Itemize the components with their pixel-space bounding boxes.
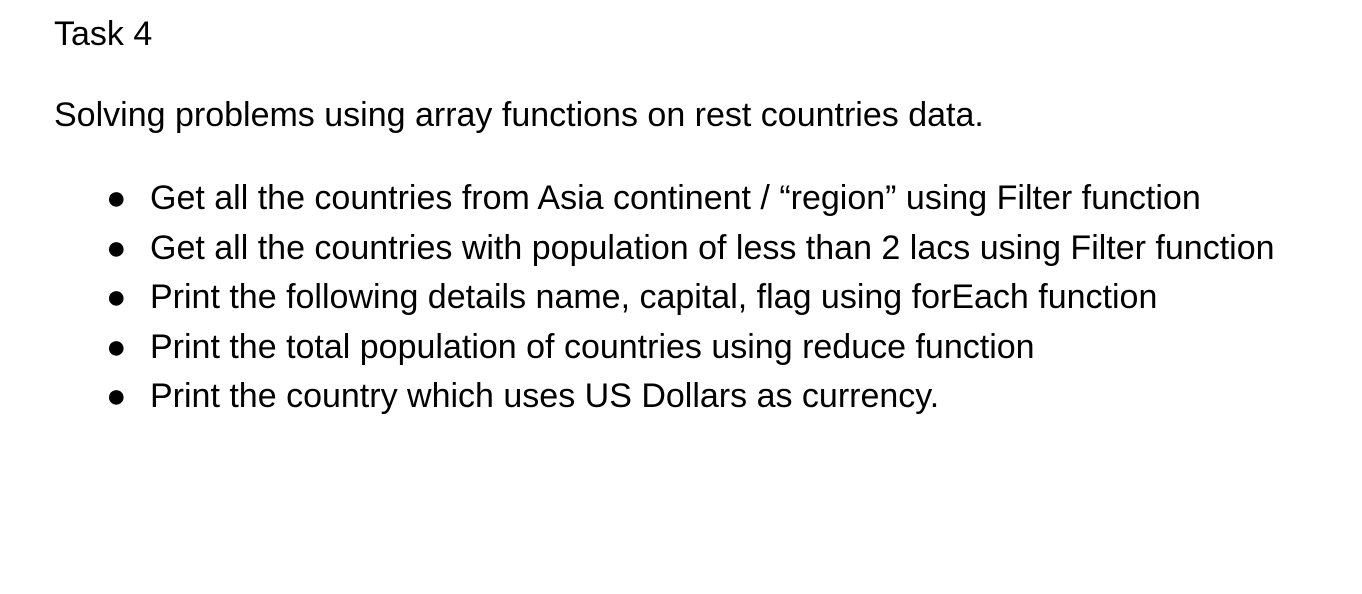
task-list: ● Get all the countries from Asia contin… xyxy=(54,174,1344,422)
list-item-text: Get all the countries with population of… xyxy=(150,228,1275,267)
bullet-icon: ● xyxy=(106,179,127,217)
list-item-text: Print the total population of countries … xyxy=(150,327,1035,366)
list-item-text: Print the following details name, capita… xyxy=(150,278,1158,316)
bullet-icon: ● xyxy=(106,327,127,366)
bullet-icon: ● xyxy=(106,278,127,316)
list-item: ● Print the total population of countrie… xyxy=(54,323,1280,373)
list-item: ● Get all the countries with population … xyxy=(54,224,1280,274)
task-title: Task 4 xyxy=(54,15,153,53)
list-item: ● Get all the countries from Asia contin… xyxy=(54,174,1280,224)
task-intro: Solving problems using array functions o… xyxy=(54,96,984,134)
list-item-text: Get all the countries from Asia continen… xyxy=(150,179,1201,217)
list-item-text: Print the country which uses US Dollars … xyxy=(150,377,940,415)
bullet-icon: ● xyxy=(106,377,127,415)
list-item: ● Print the country which uses US Dollar… xyxy=(54,372,1280,422)
list-item: ● Print the following details name, capi… xyxy=(54,273,1280,323)
bullet-icon: ● xyxy=(106,228,127,267)
